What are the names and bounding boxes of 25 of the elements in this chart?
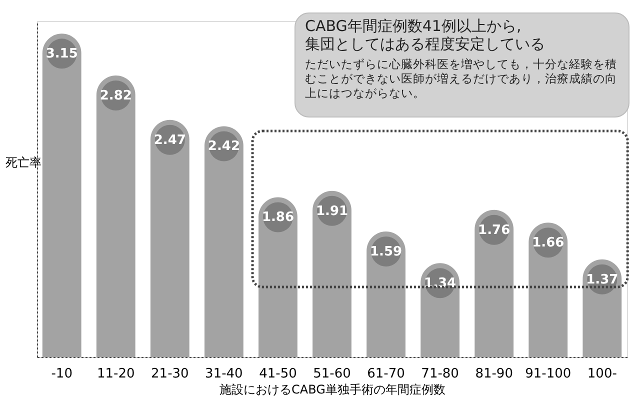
x-tick-label: 71-80: [421, 366, 459, 382]
x-axis-title: 施設におけるCABG単独手術の年間症例数: [220, 382, 446, 396]
data-label: 1.86: [262, 210, 294, 226]
x-tick-label: 91-100: [525, 366, 572, 382]
data-label: 1.91: [316, 204, 348, 219]
x-tick-label: 61-70: [367, 366, 405, 382]
data-label: 2.42: [208, 139, 240, 154]
data-label: 2.47: [154, 132, 186, 148]
x-tick-label: 21-30: [151, 366, 189, 382]
data-label: 1.37: [586, 272, 618, 288]
x-tick-label: 31-40: [205, 366, 243, 382]
x-tick-label: 11-20: [96, 366, 135, 382]
annotation: ただいたずらに心臓外科医を増やしても，十分な経験を積むことができない医師が増えるだけであり，治療成績の向上にはつながらない。: [305, 57, 617, 100]
y-axis-title: 死亡率: [6, 156, 42, 170]
data-label: 1.59: [370, 244, 402, 260]
x-tick-label: 81-90: [475, 366, 513, 382]
data-label: 1.76: [478, 222, 510, 238]
x-tick-label: 100-: [587, 366, 618, 382]
annotation: CABG年間症例数41例以上から, 集団としてはある程度安定している: [305, 17, 545, 53]
data-label: 1.66: [532, 236, 564, 251]
x-tick-label: -10: [51, 366, 72, 382]
x-tick-label: 51-60: [313, 366, 351, 382]
data-label: 3.15: [46, 46, 78, 62]
data-label: 2.82: [100, 88, 132, 104]
x-tick-label: 41-50: [259, 366, 297, 382]
